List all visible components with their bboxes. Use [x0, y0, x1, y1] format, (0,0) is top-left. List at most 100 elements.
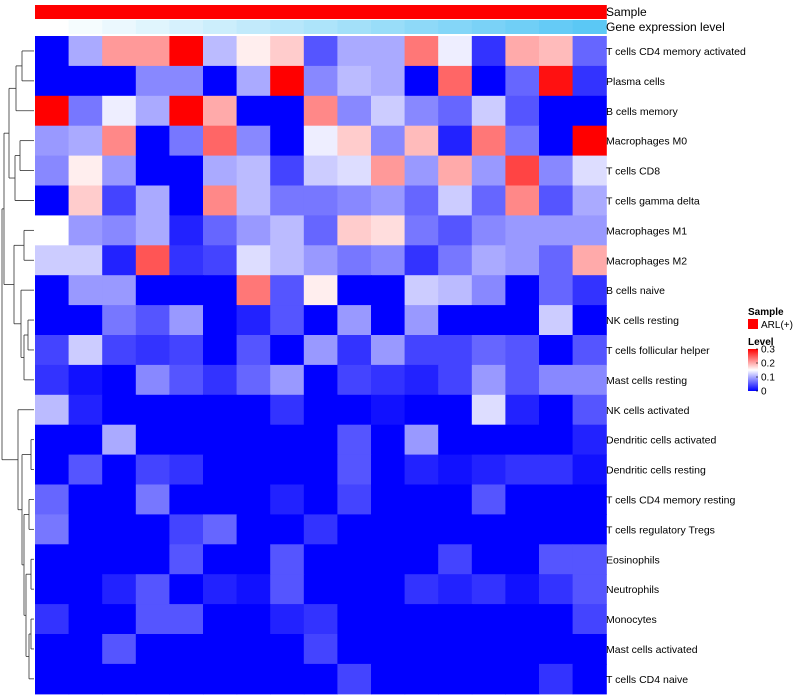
heatmap-cell	[471, 514, 506, 545]
heatmap-cell	[471, 36, 506, 67]
row-label: NK cells resting	[606, 315, 679, 327]
heatmap-cell	[102, 663, 137, 695]
heatmap-cell	[572, 65, 607, 97]
heatmap-cell	[337, 484, 372, 515]
heatmap-cell	[203, 95, 238, 127]
heatmap-cell	[572, 275, 607, 306]
row-label: B cells naive	[606, 285, 665, 297]
heatmap-cell	[303, 424, 338, 456]
heatmap-cell	[471, 95, 506, 127]
heatmap-cell	[337, 335, 372, 366]
heatmap-cell	[539, 634, 574, 665]
heatmap-cell	[404, 245, 439, 276]
heatmap-cell	[539, 155, 574, 187]
heatmap-cell	[505, 155, 540, 187]
heatmap-cell	[337, 275, 372, 306]
heatmap-cell	[438, 484, 473, 515]
expression-annotation-cell	[572, 20, 607, 34]
heatmap-cell	[539, 215, 574, 246]
heatmap-cell	[135, 634, 170, 665]
heatmap-cell	[572, 484, 607, 515]
heatmap-cell	[438, 454, 473, 486]
expression-annotation-cell	[404, 20, 439, 34]
heatmap-cell	[337, 454, 372, 486]
heatmap-cell	[371, 544, 406, 575]
legend-level-colorbar	[748, 349, 758, 391]
heatmap-cell	[404, 454, 439, 486]
heatmap-cell	[68, 574, 103, 605]
heatmap-cell	[68, 65, 103, 97]
row-label: T cells CD8	[606, 166, 660, 178]
heatmap-cell	[203, 634, 238, 665]
heatmap-cells	[35, 36, 607, 695]
heatmap-cell	[35, 394, 70, 426]
heatmap-cell	[505, 514, 540, 545]
heatmap-cell	[505, 663, 540, 695]
heatmap-cell	[337, 125, 372, 157]
heatmap-cell	[303, 335, 338, 366]
heatmap-cell	[68, 514, 103, 545]
heatmap-cell	[438, 514, 473, 545]
heatmap-cell	[337, 544, 372, 575]
sample-annotation-cell	[371, 5, 406, 19]
heatmap-cell	[505, 185, 540, 216]
heatmap-cell	[102, 65, 137, 97]
heatmap-cell	[438, 95, 473, 127]
heatmap-cell	[303, 65, 338, 97]
heatmap-cell	[102, 514, 137, 545]
heatmap-cell	[303, 275, 338, 306]
heatmap-cell	[404, 544, 439, 575]
heatmap-cell	[404, 36, 439, 67]
heatmap-cell	[203, 663, 238, 695]
heatmap-cell	[505, 305, 540, 336]
row-label: T cells CD4 memory activated	[606, 46, 746, 58]
heatmap-cell	[572, 185, 607, 216]
row-label: Dendritic cells resting	[606, 465, 706, 477]
sample-annotation-cell	[203, 5, 238, 19]
heatmap-cell	[303, 95, 338, 127]
heatmap-cell	[539, 424, 574, 456]
heatmap-cell	[539, 185, 574, 216]
heatmap-cell	[68, 454, 103, 486]
row-label: NK cells activated	[606, 405, 690, 417]
heatmap-cell	[270, 484, 305, 515]
heatmap-cell	[471, 634, 506, 665]
row-label: Monocytes	[606, 614, 657, 626]
row-label: T cells follicular helper	[606, 345, 710, 357]
heatmap-cell	[169, 65, 204, 97]
heatmap-cell	[203, 364, 238, 396]
heatmap-cell	[135, 484, 170, 515]
heatmap-cell	[539, 305, 574, 336]
heatmap-cell	[236, 394, 271, 426]
heatmap-cell	[572, 634, 607, 665]
heatmap-cell	[102, 155, 137, 187]
heatmap-cell	[471, 484, 506, 515]
heatmap-cell	[371, 95, 406, 127]
heatmap-cell	[303, 364, 338, 396]
heatmap-cell	[236, 424, 271, 456]
heatmap-cell	[471, 335, 506, 366]
heatmap-cell	[505, 335, 540, 366]
heatmap-cell	[438, 424, 473, 456]
heatmap-cell	[270, 394, 305, 426]
row-label: T cells gamma delta	[606, 195, 700, 207]
heatmap-cell	[371, 424, 406, 456]
expression-annotation-cell	[135, 20, 170, 34]
heatmap-cell	[371, 185, 406, 216]
row-dendrogram	[1, 50, 34, 680]
heatmap-cell	[471, 604, 506, 635]
heatmap-cell	[404, 394, 439, 426]
expression-annotation-cell	[303, 20, 338, 34]
heatmap-cell	[169, 544, 204, 575]
sample-annotation-cell	[539, 5, 574, 19]
heatmap-cell	[539, 65, 574, 97]
heatmap-cell	[236, 275, 271, 306]
sample-annotation-cell	[35, 5, 70, 19]
sample-annotation-cell	[505, 5, 540, 19]
heatmap-cell	[371, 335, 406, 366]
heatmap-cell	[505, 454, 540, 486]
heatmap-cell	[572, 364, 607, 396]
heatmap-cell	[68, 424, 103, 456]
heatmap-cell	[135, 36, 170, 67]
row-labels: T cells CD4 memory activated Plasma cells…	[606, 46, 746, 686]
